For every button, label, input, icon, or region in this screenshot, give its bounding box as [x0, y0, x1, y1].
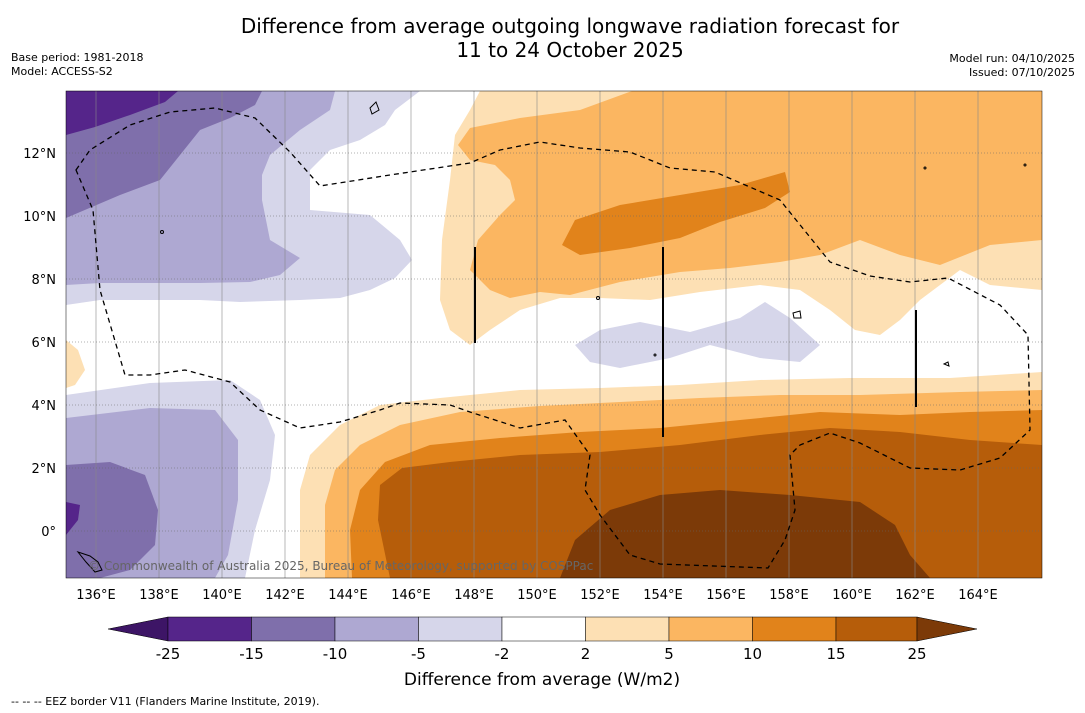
lat-label: 8°N	[32, 273, 57, 288]
lat-label: 12°N	[23, 147, 56, 162]
colorbar-tick: -10	[323, 645, 348, 663]
field-neg-25	[66, 91, 178, 135]
colorbar-segment	[501, 616, 586, 642]
title-line-2: 11 to 24 October 2025	[456, 38, 684, 62]
colorbar-tick: 25	[907, 645, 926, 663]
lat-label: 6°N	[32, 336, 57, 351]
field-neg-5-east	[575, 302, 820, 368]
lon-label: 140°E	[202, 588, 242, 603]
base-period: Base period: 1981-2018	[11, 51, 144, 64]
lon-label: 146°E	[391, 588, 431, 603]
field-pos-small	[965, 98, 990, 108]
colorbar-tick: 10	[743, 645, 762, 663]
lat-label: 4°N	[32, 399, 57, 414]
field-pos-10-north	[562, 172, 790, 255]
field-neg-15	[66, 91, 262, 218]
islands	[76, 101, 1027, 573]
lon-label: 150°E	[517, 588, 557, 603]
lat-axis: 12°N 10°N 8°N 6°N 4°N 2°N 0°	[23, 147, 56, 540]
colorbar-extend-low	[107, 616, 169, 642]
title-line-1: Difference from average outgoing longwav…	[240, 14, 900, 38]
meta-left: Base period: 1981-2018 Model: ACCESS-S2	[11, 51, 143, 79]
lon-label: 164°E	[958, 588, 998, 603]
colorbar-segment	[418, 616, 503, 642]
lon-label: 158°E	[769, 588, 809, 603]
lon-label: 148°E	[454, 588, 494, 603]
eez-legend-note: -- -- -- EEZ border V11 (Flanders Marine…	[11, 695, 320, 708]
colorbar-tick: -15	[239, 645, 264, 663]
colorbar-segment	[334, 616, 419, 642]
colorbar-label: Difference from average (W/m2)	[404, 670, 680, 690]
lat-label: 2°N	[32, 462, 57, 477]
lon-label: 154°E	[643, 588, 683, 603]
colorbar-extend-high	[916, 616, 978, 642]
map-credit: © Commonwealth of Australia 2025, Bureau…	[88, 559, 593, 573]
colorbar: -25 -15 -10 -5 -2 2 5 10 15 25 Differenc…	[107, 616, 978, 690]
colorbar-segment	[251, 616, 336, 642]
field-pos-25-south	[560, 490, 930, 578]
map-title: Difference from average outgoing longwav…	[170, 14, 970, 62]
colorbar-segment	[167, 616, 252, 642]
colorbar-tick: 5	[664, 645, 674, 663]
field-neg-15-sw	[66, 462, 158, 578]
lon-label: 144°E	[328, 588, 368, 603]
colorbar-tick: -5	[411, 645, 426, 663]
lat-label: 10°N	[23, 210, 56, 225]
colorbar-segment	[752, 616, 837, 642]
colorbar-tick: -25	[156, 645, 181, 663]
colorbar-tick: 15	[826, 645, 845, 663]
lon-label: 162°E	[895, 588, 935, 603]
map-plot-area	[66, 91, 1042, 578]
meta-right: Model run: 04/10/2025 Issued: 07/10/2025	[949, 52, 1075, 80]
map-frame	[65, 90, 1043, 579]
colorbar-tick: 2	[581, 645, 591, 663]
boundary-lines	[474, 247, 917, 437]
lon-label: 142°E	[265, 588, 305, 603]
colorbar-segment	[585, 616, 670, 642]
issued-date: Issued: 07/10/2025	[968, 66, 1075, 79]
model-name: Model: ACCESS-S2	[11, 65, 113, 78]
colorbar-tick: -2	[495, 645, 510, 663]
colorbar-segment	[668, 616, 753, 642]
lon-label: 136°E	[76, 588, 116, 603]
eez-border	[75, 107, 1031, 569]
lon-axis: 136°E 138°E 140°E 142°E 144°E 146°E 148°…	[76, 588, 998, 603]
lat-label: 0°	[41, 525, 56, 540]
graticule	[66, 91, 1042, 578]
colorbar-segment	[835, 616, 918, 642]
field-pos-2-west	[66, 340, 85, 388]
field-neg-25-sw	[66, 502, 80, 535]
lon-label: 156°E	[706, 588, 746, 603]
model-run: Model run: 04/10/2025	[949, 52, 1075, 65]
lon-label: 160°E	[832, 588, 872, 603]
lon-label: 152°E	[580, 588, 620, 603]
lon-label: 138°E	[139, 588, 179, 603]
